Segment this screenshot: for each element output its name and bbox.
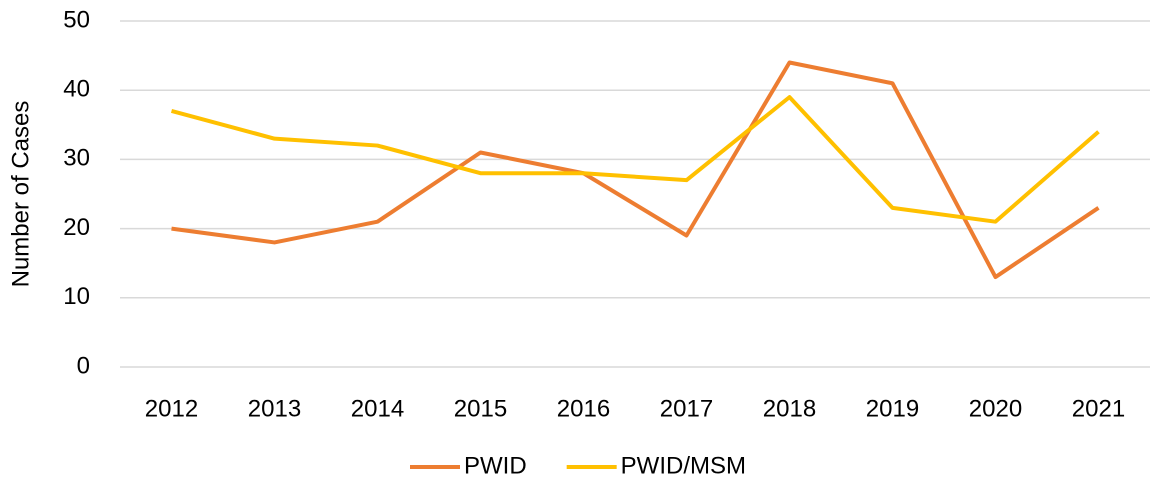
x-tick-label: 2013 [248,395,301,422]
y-tick-label: 30 [63,145,90,172]
legend-label: PWID/MSM [621,452,746,479]
y-axis-label: Number of Cases [7,101,34,288]
x-tick-label: 2012 [145,395,198,422]
x-tick-label: 2014 [351,395,404,422]
y-tick-label: 50 [63,6,90,33]
y-tick-label: 40 [63,76,90,103]
x-tick-label: 2015 [454,395,507,422]
x-tick-label: 2016 [557,395,610,422]
legend-label: PWID [464,452,527,479]
y-tick-label: 10 [63,283,90,310]
x-tick-label: 2021 [1072,395,1125,422]
x-tick-label: 2019 [866,395,919,422]
x-tick-label: 2018 [763,395,816,422]
series-line [171,60,1100,280]
series-line [170,95,1100,224]
x-tick-label: 2020 [969,395,1022,422]
y-tick-label: 20 [63,214,90,241]
x-tick-label: 2017 [660,395,713,422]
y-tick-label: 0 [77,352,90,379]
